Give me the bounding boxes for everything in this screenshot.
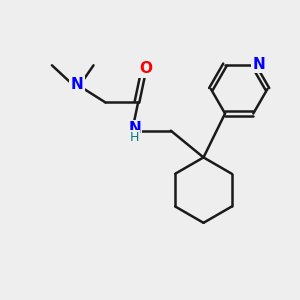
Text: N: N	[128, 121, 141, 136]
Text: H: H	[130, 131, 139, 144]
Text: N: N	[252, 56, 265, 71]
Text: O: O	[139, 61, 152, 76]
Text: N: N	[252, 56, 265, 71]
Text: O: O	[139, 61, 152, 76]
Text: N: N	[71, 76, 84, 92]
Text: N: N	[128, 121, 141, 136]
Text: H: H	[130, 131, 139, 144]
Text: N: N	[71, 77, 84, 92]
